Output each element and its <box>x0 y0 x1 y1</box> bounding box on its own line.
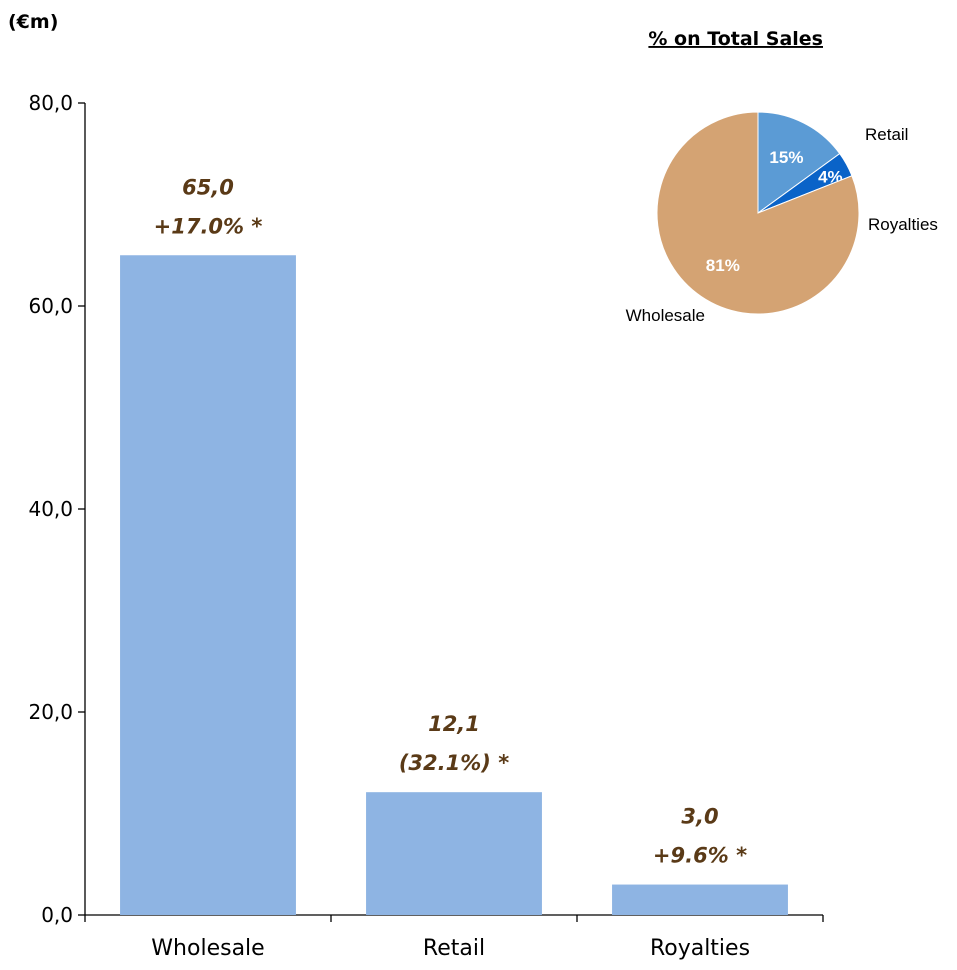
pie-category-label: Wholesale <box>626 306 705 325</box>
pie-category-label: Retail <box>865 125 908 144</box>
bar-change-label: +9.6% * <box>653 844 747 868</box>
bar-change-label: +17.0% * <box>154 214 263 238</box>
bar-value-label: 12,1 <box>428 712 480 736</box>
x-category-label: Wholesale <box>151 936 264 961</box>
pie-slice-retail <box>757 111 841 214</box>
bar-chart: 0,0 20,0 40,0 60,0 80,0 65,0 +17.0% * Wholesale… <box>28 91 824 961</box>
unit-label: (€m) <box>8 11 58 33</box>
bar-value-label: 65,0 <box>182 175 234 199</box>
y-tick-label: 0,0 <box>41 903 73 927</box>
pie-category-label: Royalties <box>868 215 938 234</box>
x-category-label: Retail <box>423 936 485 961</box>
bar-change-label: (32.1%) * <box>399 751 509 775</box>
y-tick-label: 60,0 <box>28 294 73 318</box>
pie-pct-label: 81% <box>706 256 740 275</box>
bar-value-label: 3,0 <box>681 805 718 829</box>
pie-slice-wholesale <box>656 111 860 315</box>
bar-retail <box>366 792 542 915</box>
y-tick-label: 40,0 <box>28 497 73 521</box>
x-category-label: Royalties <box>650 936 750 961</box>
pie-pct-label: 15% <box>769 148 803 167</box>
pie-title: % on Total Sales <box>648 28 823 50</box>
y-tick-label: 20,0 <box>28 700 73 724</box>
y-tick-label: 80,0 <box>28 91 73 115</box>
bar-royalties <box>612 884 788 915</box>
bar-wholesale <box>120 255 296 915</box>
